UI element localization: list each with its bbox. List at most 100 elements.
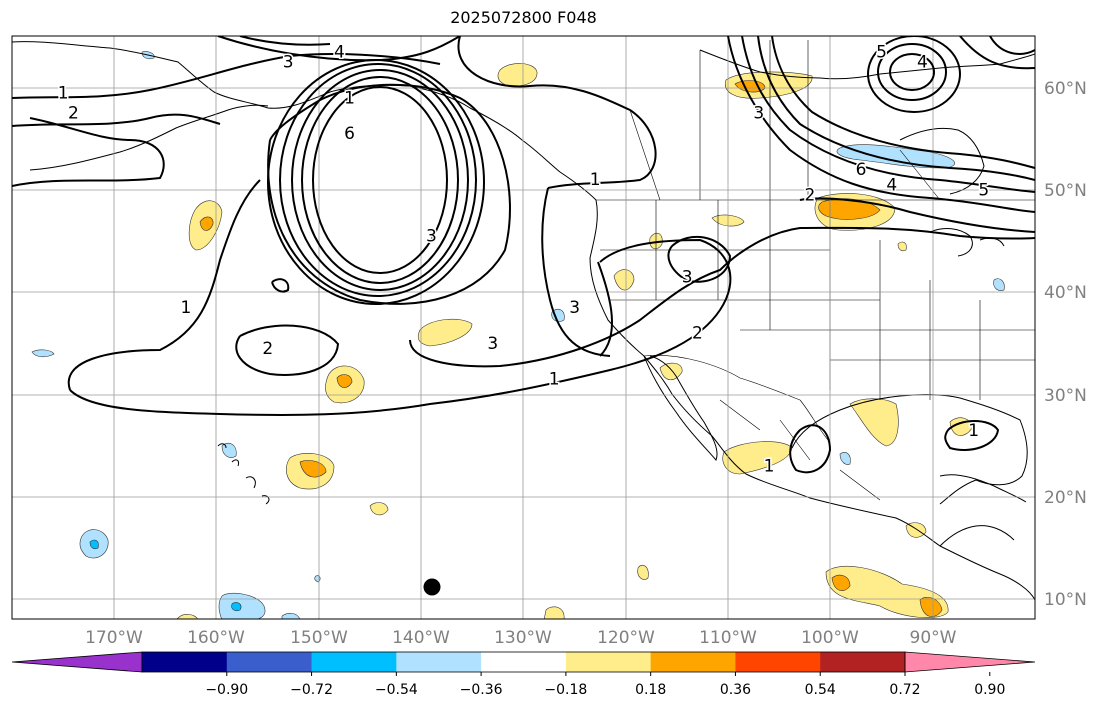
lon-label-110w: 110°W [699,628,757,648]
negative-anomaly-core [231,602,242,612]
contour-label: 2 [805,186,816,206]
colorbar-bin [142,652,228,672]
contour-ring [301,76,459,284]
positive-anomaly-area [849,398,899,447]
contour-label: 5 [978,180,989,200]
negative-anomaly-area [221,443,237,458]
colorbar-extend-low [11,651,143,673]
contour-label: 4 [886,175,897,195]
contour-lines [12,36,1035,474]
contour-ring [867,36,961,113]
contour-line [12,117,165,187]
lon-label-120w: 120°W [597,628,655,648]
lon-label-170w: 170°W [85,628,143,648]
lat-label-40n: 40°N [1044,283,1087,303]
lon-label-160w: 160°W [187,628,245,648]
negative-anomaly-area [839,452,851,465]
positive-anomaly-core [199,216,214,231]
contour-line [789,424,832,474]
colorbar-tick-label: −0.18 [544,682,587,698]
colorbar-tick-label: 0.36 [720,682,751,698]
contour-line [989,36,1035,55]
negative-anomaly-area [31,349,55,358]
contour-line [67,179,261,391]
positive-anomaly-area [897,241,907,252]
contour-ring [889,53,935,91]
positive-anomaly-area [659,362,683,381]
contour-label: 3 [426,226,437,246]
map-frame [11,35,1036,620]
positive-anomaly-core [818,198,881,220]
positive-anomaly-area [369,502,389,516]
positive-anomaly-core [831,574,851,591]
contour-line [239,36,331,46]
central-america [939,525,1015,547]
contour-line [771,36,1035,169]
colorbar-bin [396,652,482,672]
contour-label: 3 [569,298,580,318]
negative-anomaly-area [551,308,565,322]
contour-line [944,420,1000,451]
contour-label: 3 [753,104,764,124]
positive-anomaly-area [613,269,635,291]
contour-ring [312,86,448,274]
positive-anomaly-area [497,63,538,87]
contour-label: 1 [968,421,979,441]
contour-label: 1 [549,370,560,390]
contour-line [12,113,221,127]
mexico-state-lines [719,399,881,501]
colorbar-tick-label: 0.72 [889,682,920,698]
lon-label-150w: 150°W [290,628,348,648]
colorbar-tick-label: −0.90 [205,682,248,698]
positive-anomaly-core [919,597,943,617]
contour-ring [267,59,485,305]
hawaiian-islands [217,443,270,505]
contour-line [217,36,461,62]
contour-label: 3 [487,334,498,354]
contour-label: 1 [344,88,355,108]
aleutian-islands [29,104,269,171]
contour-label: 4 [917,53,928,73]
contour-line [271,278,290,293]
contour-line [667,236,732,283]
colorbar-bin [650,652,736,672]
cuba [939,474,1027,503]
positive-anomaly-core [299,460,327,478]
colorbar-tick-label: −0.36 [460,682,503,698]
contour-line [741,36,1035,193]
contour-label: 6 [856,160,867,180]
colorbar-tick-label: −0.54 [375,682,418,698]
storm-position-marker [423,578,441,596]
latitude-labels: 10°N 20°N 30°N 40°N 50°N 60°N [1044,79,1087,610]
contour-line [12,53,441,99]
map-area [12,36,1035,619]
longitude-labels: 170°W 160°W 150°W 140°W 130°W 120°W 110°… [85,628,957,648]
colorbar-tick-label: 0.18 [635,682,666,698]
contour-label: 6 [344,124,355,144]
lat-label-50n: 50°N [1044,181,1087,201]
contour-label: 2 [692,324,703,344]
colorbar-bin [820,652,906,672]
lon-label-100w: 100°W [801,628,859,648]
colorbar-frame [141,651,906,673]
colorbar-tick-label: 0.54 [805,682,836,698]
contour-label: 1 [58,83,69,103]
positive-anomaly-area [722,441,793,475]
negative-anomaly-area [993,278,1005,291]
negative-anomaly-area [218,593,266,619]
positive-anomaly-area [637,565,649,580]
positive-anomaly-core [336,374,353,388]
colorbar-bin [481,652,567,672]
negative-anomaly-core [89,539,99,550]
positive-anomaly-area [825,565,949,618]
contour-line [597,261,613,357]
baja-california [643,355,718,461]
contour-line [727,36,1035,213]
lon-label-130w: 130°W [494,628,552,648]
contour-label: 2 [68,104,79,124]
lat-label-60n: 60°N [1044,79,1087,99]
alaska-coastline [12,41,597,201]
lon-label-140w: 140°W [392,628,450,648]
positive-anomaly-area [176,614,198,619]
